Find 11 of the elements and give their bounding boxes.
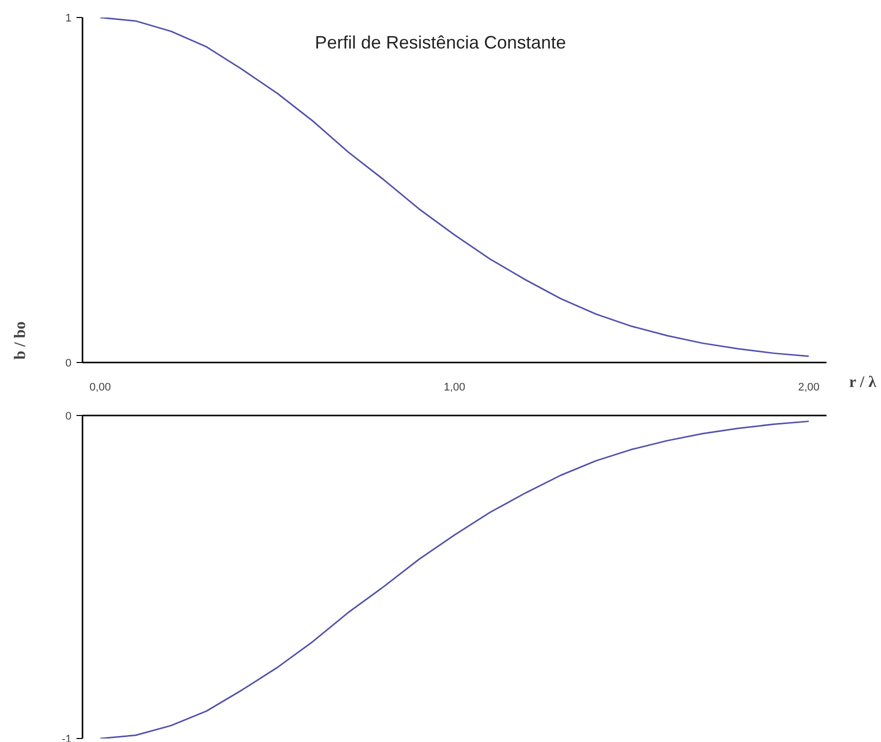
x-tick-label: 1,00	[444, 382, 466, 394]
x-tick-label: 2,00	[798, 382, 820, 394]
line-series	[99, 18, 810, 358]
y-tick-label: 1	[65, 12, 72, 24]
y-tick-label: 0	[65, 410, 72, 422]
x-tick-label: 0,00	[90, 382, 111, 394]
x-axis-title: r / λ	[849, 374, 876, 391]
line-series	[99, 420, 810, 738]
y-tick-label: 0	[65, 358, 72, 370]
y-axis-title: b / bo	[12, 321, 29, 360]
text: Perfil de Resistência Constante	[314, 32, 566, 52]
